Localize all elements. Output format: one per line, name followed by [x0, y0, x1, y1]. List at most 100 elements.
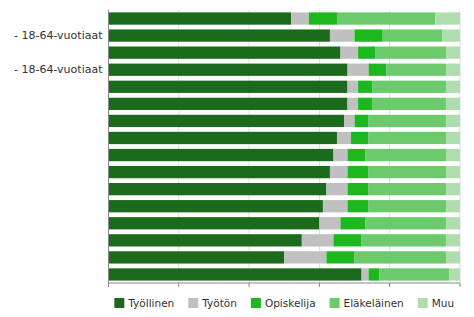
bar-segment	[319, 217, 340, 229]
tick-mark	[319, 283, 320, 287]
bar-segment	[446, 217, 460, 229]
bar-segment	[323, 200, 348, 212]
bar-segment	[446, 132, 460, 144]
bar-segment	[302, 234, 334, 246]
bar-segment	[358, 47, 376, 59]
legend-swatch	[188, 298, 198, 308]
bar-segment	[309, 12, 337, 24]
bar-segment	[326, 251, 354, 263]
bar-segment	[108, 183, 326, 195]
legend-swatch	[330, 298, 340, 308]
bar-segment	[340, 47, 358, 59]
legend-item: Eläkeläinen	[330, 297, 404, 309]
bar-segment	[348, 149, 366, 161]
bar-segment	[446, 183, 460, 195]
bar-segment	[108, 217, 319, 229]
grid-line	[108, 10, 109, 283]
bar-segment	[348, 64, 369, 76]
bar-segment	[108, 200, 322, 212]
bar-segment	[358, 98, 372, 110]
legend-label: Muu	[432, 297, 454, 309]
bar-segment	[369, 183, 446, 195]
bar-segment	[446, 81, 460, 93]
legend-label: Työllinen	[127, 297, 174, 309]
axis-line	[108, 283, 460, 284]
bar-segment	[333, 234, 361, 246]
legend-swatch	[251, 298, 261, 308]
tick-mark	[178, 283, 179, 287]
legend-item: Työllinen	[114, 297, 174, 309]
bar-segment	[108, 268, 361, 280]
grid	[108, 10, 460, 287]
bar-segment	[355, 29, 383, 41]
bar-segment	[446, 149, 460, 161]
bar-segment	[369, 132, 446, 144]
bar-segment	[386, 64, 446, 76]
bar-segment	[355, 115, 369, 127]
bar-segment	[348, 81, 359, 93]
bar-segment	[108, 234, 301, 246]
tick-mark	[460, 283, 461, 287]
bar-segment	[108, 251, 284, 263]
bars	[108, 12, 460, 280]
bar-segment	[446, 200, 460, 212]
bar-segment	[108, 12, 291, 24]
bar-segment	[326, 183, 347, 195]
bar-segment	[108, 47, 340, 59]
bar-segment	[355, 251, 446, 263]
bar-segment	[340, 217, 365, 229]
bar-segment	[333, 149, 347, 161]
bar-segment	[337, 132, 351, 144]
bar-segment	[369, 268, 380, 280]
bar-segment	[446, 234, 460, 246]
bar-segment	[369, 166, 446, 178]
bar-segment	[108, 98, 347, 110]
bar-segment	[330, 29, 355, 41]
legend-item: Opiskelija	[251, 297, 316, 309]
bar-segment	[291, 12, 309, 24]
bar-segment	[446, 251, 460, 263]
bar-segment	[284, 251, 326, 263]
bar-segment	[383, 29, 443, 41]
bar-segment	[362, 268, 369, 280]
bar-segment	[369, 115, 446, 127]
bar-segment	[449, 268, 460, 280]
bar-segment	[348, 200, 369, 212]
bar-segment	[372, 98, 446, 110]
tick-mark	[389, 283, 390, 287]
category-label: - 18-64-vuotiaat	[14, 29, 103, 42]
bar-segment	[358, 81, 372, 93]
bar-segment	[369, 64, 387, 76]
axis-line	[108, 10, 109, 283]
bar-segment	[330, 166, 348, 178]
bar-segment	[344, 115, 355, 127]
legend-swatch	[114, 298, 124, 308]
legend-label: Työtön	[201, 297, 237, 309]
bar-segment	[435, 12, 460, 24]
bar-segment	[442, 29, 460, 41]
legend-label: Eläkeläinen	[344, 297, 404, 309]
bar-segment	[108, 81, 347, 93]
bar-segment	[108, 132, 336, 144]
bar-segment	[446, 166, 460, 178]
legend-item: Muu	[418, 297, 454, 309]
legend-swatch	[418, 298, 428, 308]
bar-segment	[376, 47, 446, 59]
bar-segment	[108, 166, 329, 178]
legend: Työllinen Työtön Opiskelija Eläkeläinen Muu	[114, 297, 454, 309]
bar-segment	[108, 149, 333, 161]
bar-segment	[351, 132, 369, 144]
bar-segment	[446, 47, 460, 59]
bar-segment	[108, 29, 329, 41]
bar-segment	[372, 81, 446, 93]
bar-segment	[446, 98, 460, 110]
category-label: - 18-64-vuotiaat	[14, 63, 103, 76]
bar-segment	[348, 166, 369, 178]
bar-segment	[362, 234, 446, 246]
tick-mark	[108, 283, 109, 287]
bar-segment	[365, 149, 446, 161]
legend-item: Työtön	[188, 297, 237, 309]
legend-label: Opiskelija	[265, 297, 316, 309]
bar-segment	[348, 98, 359, 110]
bar-segment	[108, 115, 344, 127]
